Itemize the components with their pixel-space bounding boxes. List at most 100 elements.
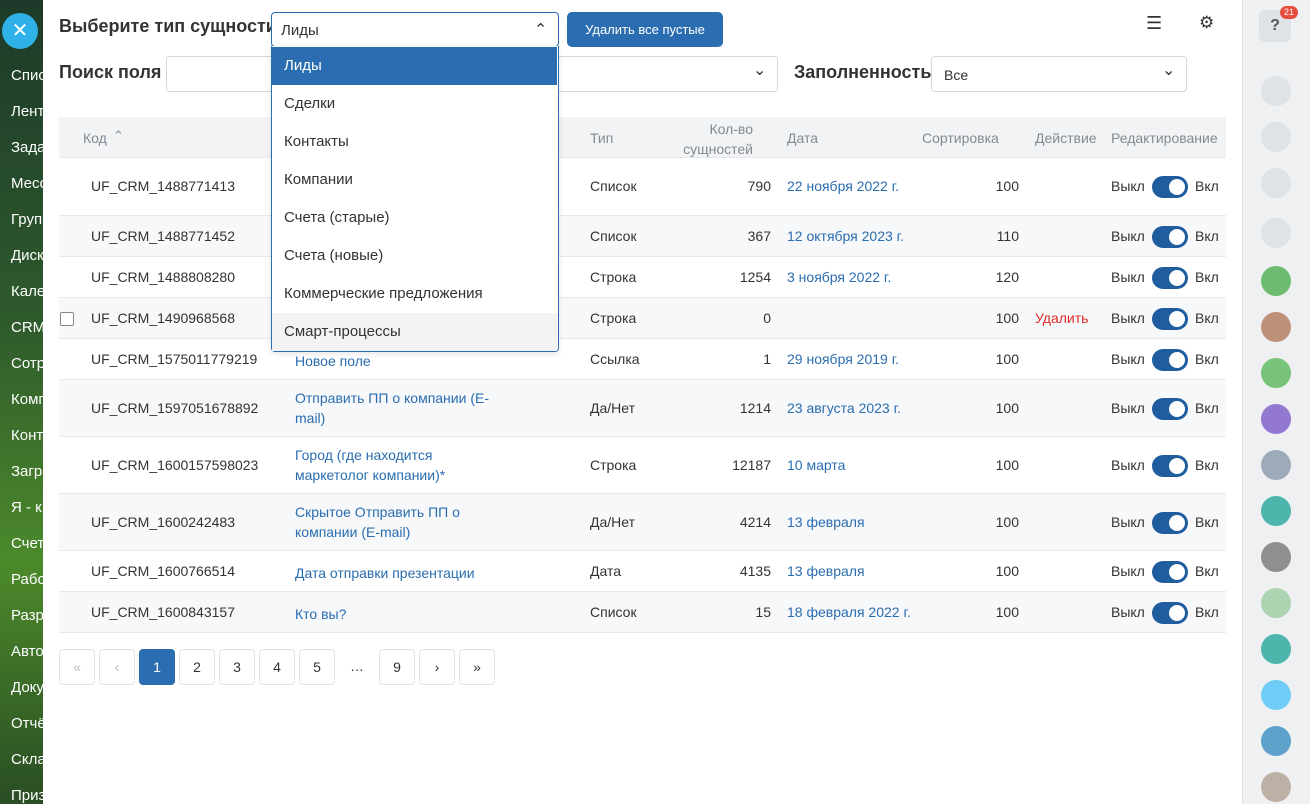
toggle-switch[interactable] bbox=[1152, 225, 1188, 248]
cell-date[interactable]: 3 ноября 2022 г. bbox=[787, 268, 892, 285]
menu-item[interactable]: Приз bbox=[11, 787, 43, 804]
avatar[interactable] bbox=[1261, 588, 1291, 618]
menu-item[interactable]: Авто bbox=[11, 643, 43, 660]
dropdown-option[interactable]: Сделки bbox=[284, 95, 336, 112]
th: Действие bbox=[1035, 130, 1097, 146]
dropdown-option[interactable]: Компании bbox=[284, 171, 353, 188]
dropdown-option[interactable]: Счета (новые) bbox=[284, 247, 384, 264]
delete-link[interactable]: Удалить bbox=[1035, 309, 1089, 326]
page-button[interactable]: 3 bbox=[219, 649, 255, 685]
dropdown-option[interactable]: Контакты bbox=[284, 133, 349, 150]
cell-type: Да/Нет bbox=[590, 513, 636, 530]
toggle-switch[interactable] bbox=[1152, 560, 1188, 583]
page-prev[interactable]: ‹ bbox=[99, 649, 135, 685]
toggle-off-label: Выкл bbox=[1111, 513, 1145, 530]
cell-date[interactable]: 22 ноября 2022 г. bbox=[787, 178, 899, 194]
dropdown-option[interactable]: Коммерческие предложения bbox=[284, 285, 483, 302]
cell-name[interactable]: Отправить ПП о компании (E-mail) bbox=[295, 390, 489, 426]
avatar[interactable] bbox=[1261, 312, 1291, 342]
toggle-switch[interactable] bbox=[1152, 307, 1188, 330]
delete-button[interactable]: Удалить все пустые bbox=[567, 12, 723, 47]
menu-item[interactable]: Счет bbox=[11, 535, 43, 552]
avatar[interactable] bbox=[1261, 726, 1291, 756]
menu-item[interactable]: Скла bbox=[11, 751, 43, 768]
toggle-switch[interactable] bbox=[1152, 266, 1188, 289]
dropdown-option[interactable]: Счета (старые) bbox=[284, 209, 390, 226]
page-button[interactable]: 9 bbox=[379, 649, 415, 685]
toggle-switch[interactable] bbox=[1152, 511, 1188, 534]
cell-date[interactable]: 13 февраля bbox=[787, 562, 865, 579]
page-first[interactable]: « bbox=[59, 649, 95, 685]
tool-icon[interactable] bbox=[1261, 168, 1291, 198]
menu-item[interactable]: Я - к bbox=[11, 499, 42, 516]
toggle-on-label: Вкл bbox=[1195, 399, 1219, 416]
menu-item[interactable]: Кале bbox=[11, 283, 43, 300]
avatar[interactable] bbox=[1261, 772, 1291, 802]
menu-item[interactable]: Груп bbox=[11, 211, 43, 228]
cell-type: Строка bbox=[590, 268, 637, 285]
avatar[interactable] bbox=[1261, 634, 1291, 664]
cell-sort: 110 bbox=[996, 227, 1019, 244]
menu-item[interactable]: Сотр bbox=[11, 355, 43, 372]
menu-item[interactable]: Рабо bbox=[11, 571, 43, 588]
avatar[interactable] bbox=[1261, 358, 1291, 388]
settings-icon[interactable]: ⚙ bbox=[1199, 13, 1215, 32]
dropdown-option[interactable]: Смарт-процессы bbox=[272, 313, 557, 351]
menu-item[interactable]: Лент bbox=[11, 103, 43, 120]
menu-item[interactable]: Разр bbox=[11, 607, 43, 624]
toggle-switch[interactable] bbox=[1152, 454, 1188, 477]
menu-item[interactable]: CRM bbox=[11, 319, 43, 336]
tool-icon[interactable] bbox=[1261, 76, 1291, 106]
cell-count: 0 bbox=[763, 309, 771, 326]
toggle-switch[interactable] bbox=[1152, 348, 1188, 371]
toggle-switch[interactable] bbox=[1152, 601, 1188, 624]
page-button[interactable]: 4 bbox=[259, 649, 295, 685]
avatar[interactable] bbox=[1261, 450, 1291, 480]
avatar[interactable] bbox=[1261, 404, 1291, 434]
close-button[interactable]: ✕ bbox=[2, 13, 38, 49]
cell-name[interactable]: Дата отправки презентации bbox=[295, 564, 475, 581]
checkbox[interactable] bbox=[60, 311, 74, 326]
page-last[interactable]: » bbox=[459, 649, 495, 685]
toggle-switch[interactable] bbox=[1152, 397, 1188, 420]
page-button[interactable]: 1 bbox=[139, 649, 175, 685]
menu-item[interactable]: Конт bbox=[11, 427, 43, 444]
avatar[interactable] bbox=[1261, 496, 1291, 526]
menu-item[interactable]: Комп bbox=[11, 391, 43, 408]
menu-item[interactable]: Зада bbox=[11, 139, 43, 156]
toggle-on-label: Вкл bbox=[1195, 268, 1219, 285]
list-icon[interactable]: ☰ bbox=[1146, 13, 1163, 33]
tool-icon[interactable] bbox=[1261, 218, 1291, 248]
cell-name[interactable]: Город (где находится маркетолог компании… bbox=[295, 447, 446, 483]
avatar[interactable] bbox=[1261, 542, 1291, 572]
cell-date[interactable]: 13 февраля bbox=[787, 513, 865, 530]
cell-count: 790 bbox=[747, 178, 771, 194]
cell-code: UF_CRM_1597051678892 bbox=[91, 399, 259, 416]
menu-item[interactable]: Отчё bbox=[11, 715, 43, 732]
menu-item[interactable]: Доку bbox=[11, 679, 43, 696]
cell-name[interactable]: Скрытое Отправить ПП о компании (E-mail) bbox=[295, 504, 460, 540]
toggle-switch[interactable] bbox=[1152, 176, 1188, 198]
menu-item[interactable]: Спис bbox=[11, 67, 43, 84]
cell-name[interactable]: Новое поле bbox=[295, 352, 371, 369]
avatar[interactable] bbox=[1261, 266, 1291, 296]
toggle-off-label: Выкл bbox=[1111, 268, 1145, 285]
cell-date[interactable]: 10 марта bbox=[787, 456, 846, 473]
page-button[interactable]: 2 bbox=[179, 649, 215, 685]
menu-item[interactable]: Месс bbox=[11, 175, 43, 192]
cell-date[interactable]: 23 августа 2023 г. bbox=[787, 399, 901, 416]
cell-date[interactable]: 18 февраля 2022 г. bbox=[787, 603, 911, 620]
cell-date[interactable]: 29 ноября 2019 г. bbox=[787, 350, 899, 367]
cell-name[interactable]: Кто вы? bbox=[295, 605, 347, 622]
menu-item[interactable]: Диск bbox=[11, 247, 43, 264]
menu-item[interactable]: Загр bbox=[11, 463, 43, 480]
page-button[interactable]: 5 bbox=[299, 649, 335, 685]
dropdown-option[interactable]: Лиды bbox=[272, 47, 557, 85]
fill-select[interactable] bbox=[931, 56, 1187, 92]
avatar[interactable] bbox=[1261, 680, 1291, 710]
page-next[interactable]: › bbox=[419, 649, 455, 685]
tool-icon[interactable] bbox=[1261, 122, 1291, 152]
th: Кол-во сущностей bbox=[683, 121, 753, 157]
cell-type: Да/Нет bbox=[590, 399, 636, 416]
cell-date[interactable]: 12 октября 2023 г. bbox=[787, 227, 904, 244]
